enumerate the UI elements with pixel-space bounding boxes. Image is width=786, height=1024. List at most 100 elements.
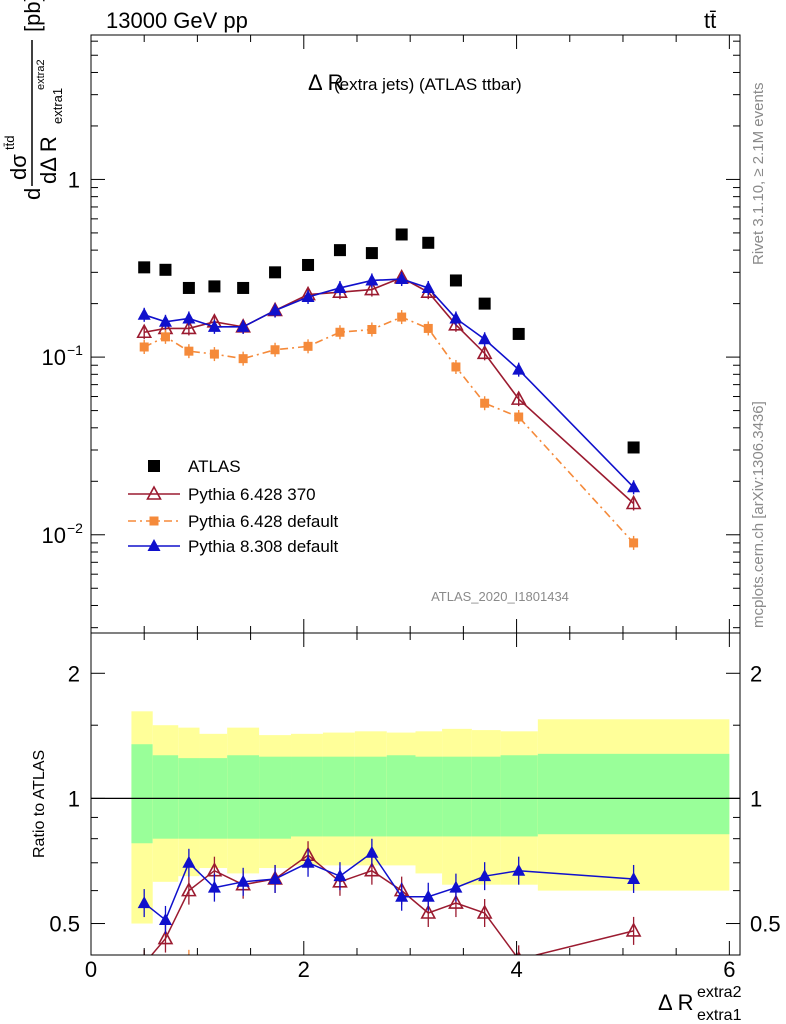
ratio-point xyxy=(625,922,642,937)
ratio-point xyxy=(158,912,172,925)
series-line xyxy=(143,316,635,544)
ratio-uncertainty-bands xyxy=(131,711,730,924)
data-point xyxy=(451,362,461,372)
green-band xyxy=(322,756,355,837)
ratio-point xyxy=(207,880,221,893)
data-point xyxy=(184,346,194,356)
ratio-point xyxy=(138,957,151,969)
ratio-point xyxy=(157,929,174,945)
ratio-tick-label-left: 2 xyxy=(68,661,80,686)
ratio-point xyxy=(421,889,435,902)
data-point xyxy=(448,316,464,331)
title-main: Δ R xyxy=(308,70,343,95)
data-point xyxy=(423,323,433,333)
data-point xyxy=(365,273,379,286)
legend-marker xyxy=(148,460,160,472)
legend-label: ATLAS xyxy=(188,457,241,476)
data-point xyxy=(136,323,153,339)
y-tick-label: 1 xyxy=(68,167,80,192)
data-point xyxy=(269,266,282,279)
ratio-point xyxy=(476,904,493,919)
ratio-plot-frame xyxy=(90,632,741,956)
data-point xyxy=(301,289,315,302)
main-y-axis-label: d dσ tt̄d dΔ R extra1 extra2 [pb] xyxy=(2,0,65,200)
data-point xyxy=(365,247,378,260)
data-point xyxy=(629,538,639,548)
data-point xyxy=(421,280,435,293)
y-tick-exponent: −1 xyxy=(67,342,83,358)
rivet-label: Rivet 3.1.10, ≥ 2.1M events xyxy=(750,83,767,266)
legend-label: Pythia 6.428 370 xyxy=(188,485,316,504)
svg-text:d: d xyxy=(20,188,45,200)
green-band xyxy=(354,756,387,837)
data-point xyxy=(449,311,463,324)
legend-label: Pythia 8.308 default xyxy=(188,537,339,556)
x-tick-label: 6 xyxy=(723,957,735,982)
svg-text:extra2: extra2 xyxy=(697,984,742,1001)
x-tick-label: 4 xyxy=(510,957,522,982)
ratio-point xyxy=(424,1017,433,1024)
data-point xyxy=(512,327,525,340)
data-point xyxy=(182,281,195,294)
ratio-point xyxy=(420,904,437,919)
ratio-point xyxy=(271,989,280,998)
data-point xyxy=(422,236,435,249)
green-band xyxy=(471,756,501,837)
data-point xyxy=(182,311,196,324)
legend-marker xyxy=(149,516,159,526)
ratio-y-label: Ratio to ATLAS xyxy=(31,750,48,858)
ratio-point xyxy=(268,871,282,884)
data-point xyxy=(270,345,280,355)
data-point xyxy=(480,398,490,408)
green-band xyxy=(442,756,472,837)
data-point xyxy=(510,390,527,405)
legend-marker xyxy=(146,485,162,500)
ratio-point xyxy=(333,869,347,882)
data-point xyxy=(333,280,347,293)
ratio-point xyxy=(397,1011,406,1020)
green-band xyxy=(386,755,416,837)
green-band xyxy=(152,755,179,839)
data-point xyxy=(159,263,172,276)
data-point xyxy=(333,244,346,257)
data-point xyxy=(138,261,151,274)
data-point xyxy=(478,297,491,310)
svg-text:Δ R: Δ R xyxy=(658,990,693,1015)
x-tick-label: 0 xyxy=(85,957,97,982)
data-point xyxy=(268,303,282,316)
data-point xyxy=(627,480,641,493)
green-band xyxy=(415,756,443,837)
ratio-point xyxy=(137,896,151,909)
data-point xyxy=(367,325,377,335)
data-point xyxy=(238,354,248,364)
data-point xyxy=(137,307,151,320)
data-point xyxy=(237,281,250,294)
axis-ticks: 0 2 4 610 −210 −110.5 0.51 12 2 xyxy=(42,35,781,982)
ratio-tick-label-right: 2 xyxy=(750,661,762,686)
data-point xyxy=(335,327,345,337)
data-point xyxy=(395,272,409,285)
ratio-tick-label-left: 0.5 xyxy=(49,912,80,937)
data-point xyxy=(476,344,493,360)
data-point xyxy=(395,228,408,241)
data-point xyxy=(364,280,380,296)
svg-text:tt̄d: tt̄d xyxy=(2,136,17,150)
ratio-point xyxy=(365,845,379,858)
ratio-point xyxy=(627,871,641,884)
ratio-plot-data xyxy=(137,838,642,1024)
green-band xyxy=(131,744,153,844)
mcplots-label: mcplots.cern.ch [arXiv:1306.3436] xyxy=(750,401,767,628)
energy-label: 13000 GeV pp xyxy=(106,8,248,33)
ratio-point xyxy=(210,973,219,982)
ratio-point xyxy=(367,1005,376,1014)
ratio-series-group xyxy=(137,838,642,1024)
green-band xyxy=(291,756,323,837)
data-point xyxy=(449,274,462,287)
analysis-id: ATLAS_2020_I1801434 xyxy=(431,589,569,604)
legend-label: Pythia 6.428 default xyxy=(188,512,339,531)
ratio-point xyxy=(395,889,409,902)
ratio-point xyxy=(335,1000,344,1009)
svg-text:extra1: extra1 xyxy=(697,1007,742,1024)
data-point xyxy=(158,314,172,327)
green-band xyxy=(227,755,260,839)
